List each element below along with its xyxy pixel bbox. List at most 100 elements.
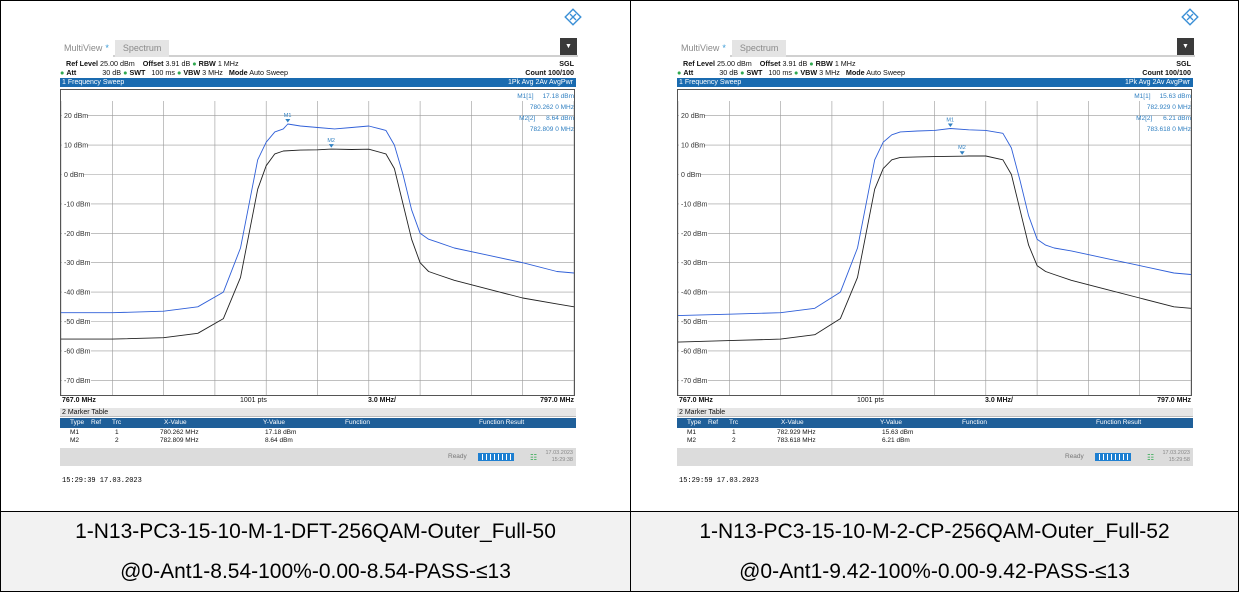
column-header: Function Result bbox=[1096, 419, 1142, 426]
marker-m1-symbol bbox=[285, 118, 291, 123]
y-tick-label-bg bbox=[679, 141, 705, 150]
table-cell: 780.262 MHz bbox=[160, 429, 199, 436]
y-tick-label-bg bbox=[62, 346, 91, 355]
network-icon: ☷ bbox=[1147, 453, 1155, 462]
y-tick-label-bg bbox=[62, 258, 91, 267]
y-tick-label: -60 dBm bbox=[681, 348, 708, 355]
tab-multiview[interactable]: MultiView * bbox=[677, 40, 730, 57]
column-header: Trc bbox=[729, 419, 739, 426]
column-header: Y-Value bbox=[263, 419, 286, 426]
marker-m2-symbol bbox=[328, 144, 334, 148]
column-header: Type bbox=[70, 419, 85, 426]
y-tick-label: -50 dBm bbox=[64, 319, 91, 326]
capture-timestamp: 15:29:39 17.03.2023 bbox=[62, 477, 142, 485]
caption-line2: @0-Ant1-8.54-100%-0.00-8.54-PASS-≤13 bbox=[120, 559, 511, 583]
marker-m1-label: M1 bbox=[284, 113, 292, 119]
caption-cell-left: 1-N13-PC3-15-10-M-1-DFT-256QAM-Outer_Ful… bbox=[1, 512, 630, 591]
points-label: 1001 pts bbox=[240, 397, 267, 404]
x-stop-label: 797.0 MHz bbox=[540, 397, 574, 404]
y-tick-label-bg bbox=[679, 376, 708, 385]
tab-spectrum[interactable]: Spectrum bbox=[114, 40, 170, 57]
y-tick-label-bg bbox=[62, 317, 91, 326]
y-tick-label: -10 dBm bbox=[681, 201, 708, 208]
status-datetime: 17.03.2023 15:29:58 bbox=[1162, 450, 1190, 463]
table-cell: 2 bbox=[115, 437, 119, 444]
series-line-1 bbox=[678, 128, 1191, 317]
marker-table-title: 2 Marker Table bbox=[60, 408, 576, 417]
tab-spectrum[interactable]: Spectrum bbox=[731, 40, 787, 57]
table-border-top bbox=[0, 0, 1239, 1]
spectrum-plot[interactable]: 20 dBm 10 dBm 0 dBm -10 dBm -20 dBm -30 dBm -4… bbox=[60, 89, 575, 396]
sweep-title-bar: 1 Frequency Sweep 1Pk Avg 2Av AvgPwr bbox=[677, 78, 1193, 87]
table-cell: 1 bbox=[115, 429, 119, 436]
y-tick-label: 10 dBm bbox=[64, 143, 88, 150]
rohde-schwarz-logo-icon bbox=[564, 8, 582, 26]
chevron-down-icon[interactable]: ▼ bbox=[560, 38, 577, 55]
y-tick-label: -40 dBm bbox=[681, 290, 708, 297]
network-icon: ☷ bbox=[530, 453, 538, 462]
marker-table-title: 2 Marker Table bbox=[677, 408, 1193, 417]
x-stop-label: 797.0 MHz bbox=[1157, 397, 1191, 404]
settings-row-2: ● Att 30 dB ● SWT 100 ms ● VBW 3 MHz Mod… bbox=[677, 68, 906, 77]
table-row: M2 2 783.618 MHz 6.21 dBm bbox=[677, 437, 1193, 445]
spectrum-plot[interactable]: 20 dBm 10 dBm 0 dBm -10 dBm -20 dBm -30 dBm -4… bbox=[677, 89, 1192, 396]
points-label: 1001 pts bbox=[857, 397, 884, 404]
sweep-title: 1 Frequency Sweep bbox=[679, 79, 742, 86]
column-header: Ref bbox=[708, 419, 719, 426]
table-cell: 2 bbox=[732, 437, 736, 444]
marker-m2-symbol bbox=[959, 151, 965, 155]
column-header: Function bbox=[345, 419, 370, 426]
tab-bar: MultiView * Spectrum bbox=[677, 38, 787, 57]
y-tick-label: -40 dBm bbox=[64, 290, 91, 297]
marker2-readout: M2[2] 8.64 dBm bbox=[519, 115, 574, 122]
table-cell: 783.618 MHz bbox=[777, 437, 816, 444]
table-cell: M1 bbox=[687, 429, 697, 436]
table-cell: 782.809 MHz bbox=[160, 437, 199, 444]
tabbar-underline bbox=[677, 55, 1195, 57]
marker2-freq: 783.618 0 MHz bbox=[1146, 126, 1191, 133]
sweep-title-bar: 1 Frequency Sweep 1Pk Avg 2Av AvgPwr bbox=[60, 78, 576, 87]
table-border-left bbox=[0, 0, 1, 592]
marker-table-header: Type Ref Trc X-Value Y-Value Function Function… bbox=[60, 418, 576, 428]
marker2-readout: M2[2] 6.21 dBm bbox=[1136, 115, 1191, 122]
y-tick-label: 20 dBm bbox=[64, 113, 88, 120]
marker1-freq: 780.262 0 MHz bbox=[529, 104, 574, 111]
sweep-title: 1 Frequency Sweep bbox=[62, 79, 125, 86]
caption-line2: @0-Ant1-9.42-100%-0.00-9.42-PASS-≤13 bbox=[739, 559, 1130, 583]
marker-m1-label: M1 bbox=[946, 118, 954, 124]
y-tick-label-bg bbox=[62, 229, 91, 238]
y-tick-label-bg bbox=[679, 111, 705, 120]
table-border-middle bbox=[0, 511, 1239, 512]
column-header: Y-Value bbox=[880, 419, 903, 426]
table-cell: M2 bbox=[687, 437, 697, 444]
y-tick-label: -30 dBm bbox=[64, 260, 91, 267]
y-tick-label: -20 dBm bbox=[64, 231, 91, 238]
table-row: M1 1 782.929 MHz 15.63 dBm bbox=[677, 429, 1193, 437]
y-tick-label-bg bbox=[679, 199, 708, 208]
marker1-readout: M1[1] 17.18 dBm bbox=[517, 93, 574, 100]
analyzer-screenshot-left: MultiView * Spectrum ▼ Ref Level 25.00 dB… bbox=[60, 8, 582, 506]
chevron-down-icon[interactable]: ▼ bbox=[1177, 38, 1194, 55]
column-header: Function Result bbox=[479, 419, 525, 426]
settings-row-1: Ref Level 25.00 dBm Offset 3.91 dB ● RBW… bbox=[66, 59, 239, 68]
table-cell: 782.929 MHz bbox=[777, 429, 816, 436]
progress-meter bbox=[478, 453, 514, 461]
y-tick-label: 0 dBm bbox=[681, 172, 701, 179]
marker-m2-label: M2 bbox=[958, 145, 966, 151]
y-tick-label: -60 dBm bbox=[64, 348, 91, 355]
column-header: X-Value bbox=[164, 419, 187, 426]
table-cell: 17.18 dBm bbox=[265, 429, 297, 436]
y-tick-label-bg bbox=[62, 141, 88, 150]
y-tick-label-bg bbox=[62, 288, 91, 297]
y-tick-label: 20 dBm bbox=[681, 113, 705, 120]
column-header: Type bbox=[687, 419, 702, 426]
table-cell: M2 bbox=[70, 437, 80, 444]
series-line-1 bbox=[61, 123, 574, 314]
column-header: X-Value bbox=[781, 419, 804, 426]
status-bar: Ready ☷ 17.03.2023 15:29:38 bbox=[60, 448, 576, 466]
marker1-freq: 782.929 0 MHz bbox=[1146, 104, 1191, 111]
tab-multiview[interactable]: MultiView * bbox=[60, 40, 113, 57]
y-tick-label: 10 dBm bbox=[681, 143, 705, 150]
table-cell: 8.64 dBm bbox=[265, 437, 293, 444]
